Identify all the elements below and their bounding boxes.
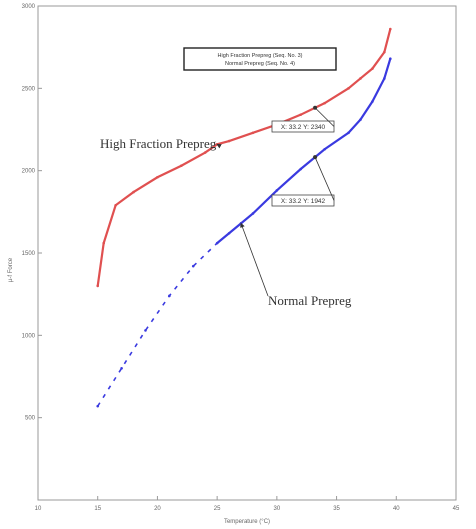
data-point — [120, 366, 123, 370]
x-tick-label: 20 — [154, 506, 161, 512]
data-point — [203, 151, 207, 154]
datatip-marker — [313, 105, 318, 110]
data-point — [114, 203, 117, 207]
data-point — [383, 50, 386, 54]
series-line-normal-prepreg — [216, 58, 392, 244]
data-point — [275, 189, 279, 192]
annotation-label: High Fraction Prepreg — [100, 136, 217, 151]
datatip-label: X: 33.2 Y: 2340 — [281, 124, 326, 131]
data-point — [323, 101, 326, 105]
data-point — [359, 77, 362, 80]
x-tick-label: 15 — [94, 506, 101, 512]
x-tick-label: 10 — [35, 506, 42, 512]
data-point — [347, 131, 350, 135]
datatip-label: X: 33.2 Y: 1942 — [281, 198, 326, 205]
y-tick-label: 2000 — [22, 169, 36, 175]
series-line-normal-prepreg-dashed — [97, 242, 218, 407]
datatip-pointer — [314, 107, 335, 127]
axis-ticks: 10 15 20 25 30 35 40 45 500 1000 1500 2000 2500 3000 — [22, 4, 460, 512]
series-line-high-fraction-prepreg — [96, 28, 392, 287]
data-point — [215, 241, 219, 245]
x-tick-label: 30 — [274, 506, 281, 512]
legend: High Fraction Prepreg (Seq. No. 3) Normal… — [183, 47, 337, 71]
annotation-arrow — [216, 143, 222, 149]
datatip-marker — [313, 155, 318, 160]
y-tick-label: 1000 — [22, 333, 36, 339]
data-point — [323, 147, 326, 151]
legend-box — [183, 47, 337, 71]
y-tick-label: 500 — [25, 416, 36, 422]
x-tick-label: 45 — [453, 506, 460, 512]
data-point — [251, 212, 255, 215]
series-layer — [96, 27, 392, 408]
data-point — [359, 118, 362, 121]
data-point — [156, 175, 159, 179]
y-axis-label: µ-f Force — [8, 257, 14, 282]
data-point — [251, 131, 255, 135]
data-point — [299, 167, 303, 171]
x-tick-label: 35 — [333, 506, 340, 512]
data-point — [180, 164, 183, 168]
annotation-label: Normal Prepreg — [268, 293, 352, 308]
data-point — [389, 57, 392, 60]
data-point — [168, 294, 171, 298]
annotation-layer: High Fraction Prepreg Normal Prepreg X: 33… — [100, 105, 352, 308]
y-tick-label: 3000 — [22, 4, 36, 10]
data-point — [347, 87, 350, 90]
datatip-pointer — [314, 157, 335, 201]
data-point — [96, 284, 100, 288]
y-tick-label: 1500 — [22, 251, 36, 257]
data-point — [191, 264, 195, 268]
data-point — [96, 404, 100, 408]
legend-entry: Normal Prepreg (Seq. No. 4) — [225, 61, 295, 67]
data-point — [389, 27, 392, 31]
data-point — [227, 231, 231, 235]
annotation-arrow — [240, 222, 269, 297]
data-point — [371, 100, 374, 103]
data-point — [371, 67, 374, 70]
data-point — [383, 77, 386, 80]
data-point — [299, 113, 303, 116]
plot-area — [37, 5, 457, 501]
y-tick-label: 2500 — [22, 86, 36, 92]
data-point — [227, 139, 231, 143]
data-point — [144, 329, 147, 332]
x-tick-label: 25 — [214, 506, 221, 512]
x-tick-label: 40 — [393, 506, 400, 512]
legend-entry: High Fraction Prepreg (Seq. No. 3) — [218, 53, 303, 59]
data-point — [102, 241, 105, 245]
x-axis-label: Temperature (°C) — [224, 519, 270, 525]
data-point — [132, 190, 135, 194]
